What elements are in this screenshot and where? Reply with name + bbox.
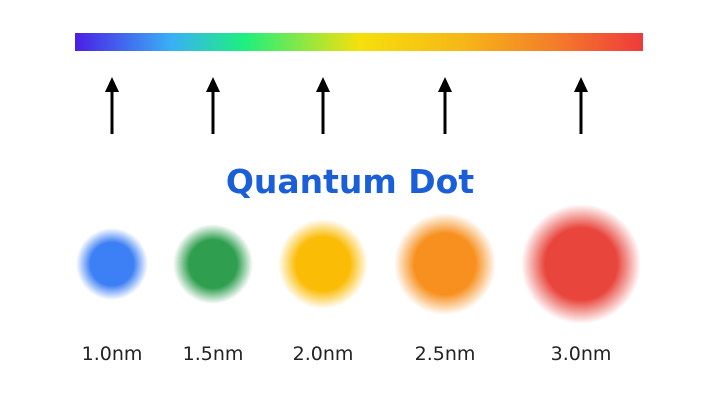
arrow-head	[438, 77, 452, 92]
arrow-head	[105, 77, 119, 92]
quantum-dot	[394, 213, 496, 315]
title: Quantum Dot	[226, 162, 475, 201]
quantum-dot	[278, 219, 368, 309]
size-label: 2.0nm	[293, 343, 354, 365]
spectrum-bar	[75, 33, 643, 51]
size-label: 3.0nm	[551, 343, 612, 365]
size-label: 1.0nm	[82, 343, 143, 365]
quantum-dot	[521, 204, 641, 324]
arrows	[110, 84, 583, 134]
arrow-head	[574, 77, 588, 92]
arrow-head	[316, 77, 330, 92]
size-label: 2.5nm	[415, 343, 476, 365]
arrow-head	[206, 77, 220, 92]
quantum-dot	[173, 224, 253, 304]
quantum-dot	[76, 228, 148, 300]
arrow-heads	[105, 77, 588, 92]
size-label: 1.5nm	[183, 343, 244, 365]
